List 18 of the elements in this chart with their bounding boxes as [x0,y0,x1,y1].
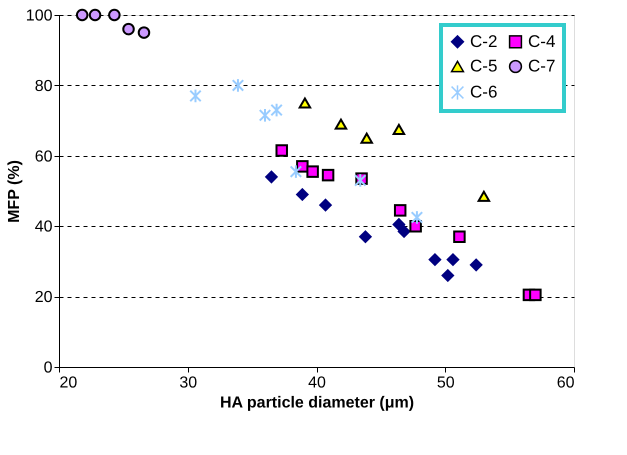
x-tick-label: 60 [556,374,575,392]
x-tick-label: 40 [308,374,326,392]
y-tick-label: 20 [34,289,53,306]
y-tick-label: 100 [26,8,53,24]
y-tick-label: 80 [34,78,53,95]
x-tick-label: 50 [436,374,455,392]
legend-label: C-4 [528,32,556,51]
x-tick-label: 20 [60,374,78,392]
x-tick-label: 30 [179,374,198,392]
x-axis-title: HA particle diameter (μm) [220,394,414,412]
legend-label: C-6 [470,82,498,102]
legend-label: C-7 [528,56,556,76]
y-tick-label: 60 [34,148,53,166]
y-axis-title: MFP (%) [6,160,23,223]
legend-label: C-5 [470,56,498,76]
legend-label: C-2 [470,32,498,51]
y-tick-label: 0 [44,360,53,376]
y-tick-label: 40 [34,218,53,236]
